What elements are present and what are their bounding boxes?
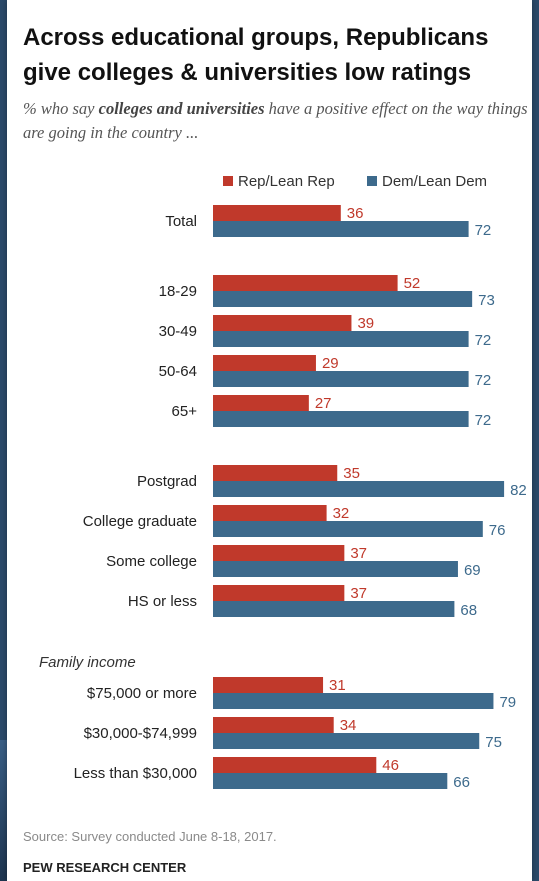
value-label-dem: 82 — [510, 482, 527, 499]
value-label-rep: 39 — [357, 315, 374, 332]
category-label: Postgrad — [137, 473, 197, 490]
value-label-rep: 29 — [322, 355, 339, 372]
value-label-dem: 72 — [475, 332, 492, 349]
category-label: 50-64 — [159, 363, 197, 380]
chart-card: Across educational groups, Republicans g… — [7, 0, 532, 881]
value-label-dem: 73 — [478, 292, 495, 309]
value-label-rep: 37 — [350, 585, 367, 602]
bar-rep — [213, 315, 352, 331]
bar-rep — [213, 505, 327, 521]
category-label: 65+ — [172, 403, 198, 420]
value-label-dem: 69 — [464, 562, 481, 579]
legend-swatch-dem — [367, 176, 377, 186]
value-label-dem: 68 — [460, 602, 477, 619]
category-label: College graduate — [83, 513, 197, 530]
category-label: Less than $30,000 — [74, 765, 197, 782]
source-note: Source: Survey conducted June 8-18, 2017… — [23, 829, 277, 844]
bar-rep — [213, 355, 316, 371]
category-label: Some college — [106, 553, 197, 570]
category-label: $75,000 or more — [87, 685, 197, 702]
value-label-dem: 72 — [475, 412, 492, 429]
value-label-rep: 46 — [382, 757, 399, 774]
value-label-dem: 79 — [499, 694, 516, 711]
value-label-dem: 76 — [489, 522, 506, 539]
category-label: Total — [165, 213, 197, 230]
bar-dem — [213, 561, 458, 577]
bar-dem — [213, 331, 469, 347]
bar-rep — [213, 545, 345, 561]
value-label-rep: 37 — [350, 545, 367, 562]
value-label-dem: 72 — [475, 222, 492, 239]
category-label: 18-29 — [159, 283, 197, 300]
category-label: 30-49 — [159, 323, 197, 340]
value-label-rep: 27 — [315, 395, 332, 412]
bar-dem — [213, 411, 469, 427]
bar-dem — [213, 291, 473, 307]
brand-name: PEW RESEARCH CENTER — [23, 860, 187, 875]
value-label-rep: 36 — [347, 205, 364, 222]
value-label-dem: 66 — [453, 774, 470, 791]
bar-rep — [213, 585, 345, 601]
subtitle-emphasis: colleges and universities — [98, 99, 265, 118]
bar-rep — [213, 395, 309, 411]
chart-title: Across educational groups, Republicans g… — [23, 24, 489, 86]
bar-rep — [213, 677, 324, 693]
category-label: HS or less — [128, 593, 197, 610]
bar-dem — [213, 693, 494, 709]
bar-dem — [213, 221, 469, 237]
bar-dem — [213, 733, 480, 749]
legend-swatch-rep — [223, 176, 233, 186]
value-label-dem: 72 — [475, 372, 492, 389]
value-label-rep: 31 — [329, 677, 346, 694]
chart-subtitle: % who say colleges and universities have… — [23, 97, 528, 145]
value-label-rep: 34 — [340, 717, 357, 734]
subtitle-prefix: % who say — [23, 99, 99, 118]
bar-dem — [213, 521, 483, 537]
value-label-rep: 52 — [404, 275, 421, 292]
value-label-rep: 32 — [333, 505, 350, 522]
bar-dem — [213, 773, 448, 789]
group-label: Family income — [39, 654, 136, 671]
legend-label-rep: Rep/Lean Rep — [238, 173, 335, 190]
bar-rep — [213, 465, 338, 481]
bar-rep — [213, 717, 334, 733]
bar-rep — [213, 205, 341, 221]
category-label: $30,000-$74,999 — [84, 725, 197, 742]
bar-dem — [213, 481, 505, 497]
legend-label-dem: Dem/Lean Dem — [382, 173, 487, 190]
bar-chart: Rep/Lean Rep Dem/Lean Dem Total 36 72 18-29 52… — [39, 173, 527, 791]
value-label-rep: 35 — [343, 465, 360, 482]
bar-dem — [213, 601, 455, 617]
bar-rep — [213, 275, 398, 291]
value-label-dem: 75 — [485, 734, 502, 751]
subtitle-suffix: have a positive effect on the way things… — [23, 99, 528, 142]
bar-rep — [213, 757, 377, 773]
bar-dem — [213, 371, 469, 387]
